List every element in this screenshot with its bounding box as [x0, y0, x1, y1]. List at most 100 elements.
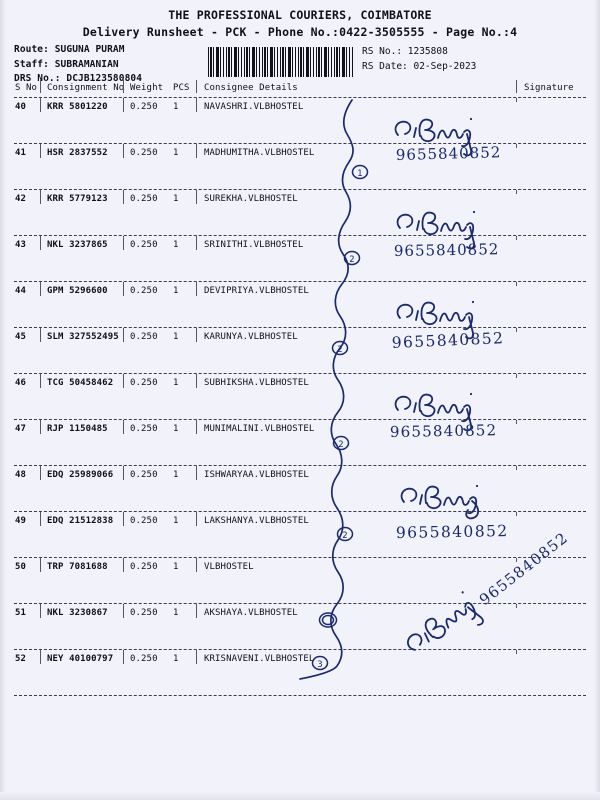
- cell-signature: [516, 558, 586, 562]
- cell-pcs: 1: [173, 608, 179, 618]
- cell-consignment-no: SLM 327552495: [40, 328, 123, 342]
- cell-sno: 43: [15, 240, 27, 250]
- route-field: Route: SUGUNA PURAM: [14, 44, 125, 55]
- cell-weight: 0.250: [123, 374, 163, 388]
- cell-consignment-no: EDQ 25989066: [40, 466, 123, 480]
- cell-consignee: AKSHAYA.VLBHOSTEL: [196, 604, 516, 618]
- cell-weight: 0.250: [123, 466, 163, 480]
- cell-sno: 44: [15, 286, 27, 296]
- cell-consignee: DEVIPRIYA.VLBHOSTEL: [196, 282, 516, 296]
- cell-pcs: 1: [173, 562, 179, 572]
- scan-edge-left: [0, 0, 6, 800]
- cell-sno: 42: [15, 194, 27, 204]
- cell-weight: 0.250: [123, 328, 163, 342]
- cell-sno: 47: [15, 424, 27, 434]
- cell-consignment-no: GPM 5296600: [40, 282, 123, 296]
- cell-weight: 0.250: [123, 282, 163, 296]
- cell-pcs: 1: [173, 240, 179, 250]
- table-row: 47 RJP 1150485 0.250 1 MUNIMALINI.VLBHOSTEL: [14, 420, 586, 466]
- cell-signature: [516, 190, 586, 194]
- scan-edge-bottom: [0, 792, 600, 800]
- cell-weight: 0.250: [123, 558, 163, 572]
- table-row: 44 GPM 5296600 0.250 1 DEVIPRIYA.VLBHOSTEL: [14, 282, 586, 328]
- cell-consignment-no: KRR 5779123: [40, 190, 123, 204]
- table-row: 45 SLM 327552495 0.250 1 KARUNYA.VLBHOSTEL: [14, 328, 586, 374]
- cell-sno: 51: [15, 608, 27, 618]
- meta-left-block: Route: SUGUNA PURAM Staff: SUBRAMANIAN D…: [14, 43, 142, 87]
- document-header: THE PROFESSIONAL COURIERS, COIMBATORE De…: [0, 0, 600, 93]
- cell-weight: 0.250: [123, 98, 163, 112]
- cell-signature: [516, 604, 586, 608]
- table-header-row: S No Consignment No Weight PCS Consignee…: [14, 80, 586, 98]
- cell-consignee: SRINITHI.VLBHOSTEL: [196, 236, 516, 250]
- cell-signature: [516, 236, 586, 240]
- cell-consignment-no: TRP 7081688: [40, 558, 123, 572]
- cell-pcs: 1: [173, 516, 179, 526]
- table-row: 46 TCG 50458462 0.250 1 SUBHIKSHA.VLBHOSTEL: [14, 374, 586, 420]
- cell-consignee: LAKSHANYA.VLBHOSTEL: [196, 512, 516, 526]
- column-header-pcs: PCS: [173, 83, 190, 93]
- column-header-signature: Signature: [516, 80, 586, 93]
- cell-weight: 0.250: [123, 144, 163, 158]
- cell-consignee: VLBHOSTEL: [196, 558, 516, 572]
- cell-consignment-no: NKL 3230867: [40, 604, 123, 618]
- cell-consignee: ISHWARYAA.VLBHOSTEL: [196, 466, 516, 480]
- column-header-consignee: Consignee Details: [196, 80, 516, 93]
- table-row: 52 NEY 40100797 0.250 1 KRISNAVENI.VLBHOSTEL: [14, 650, 586, 696]
- cell-consignment-no: TCG 50458462: [40, 374, 123, 388]
- table-row: 49 EDQ 21512838 0.250 1 LAKSHANYA.VLBHOSTEL: [14, 512, 586, 558]
- cell-weight: 0.250: [123, 190, 163, 204]
- column-header-sno: S No: [15, 83, 38, 93]
- cell-signature: [516, 328, 586, 332]
- document-subtitle: Delivery Runsheet - PCK - Phone No.:0422…: [82, 25, 518, 39]
- cell-weight: 0.250: [123, 604, 163, 618]
- cell-pcs: 1: [173, 148, 179, 158]
- cell-signature: [516, 650, 586, 654]
- cell-signature: [516, 282, 586, 286]
- cell-consignment-no: KRR 5801220: [40, 98, 123, 112]
- cell-sno: 48: [15, 470, 27, 480]
- cell-sno: 45: [15, 332, 27, 342]
- cell-sno: 50: [15, 562, 27, 572]
- cell-pcs: 1: [173, 194, 179, 204]
- table-row: 43 NKL 3237865 0.250 1 SRINITHI.VLBHOSTEL: [14, 236, 586, 282]
- rs-date-field: RS Date: 02-Sep-2023: [362, 60, 477, 72]
- cell-sno: 46: [15, 378, 27, 388]
- cell-consignee: MUNIMALINI.VLBHOSTEL: [196, 420, 516, 434]
- table-row: 40 KRR 5801220 0.250 1 NAVASHRI.VLBHOSTEL: [14, 98, 586, 144]
- cell-sno: 40: [15, 102, 27, 112]
- cell-consignment-no: RJP 1150485: [40, 420, 123, 434]
- column-header-weight: Weight: [123, 80, 163, 93]
- staff-field: Staff: SUBRAMANIAN: [14, 58, 119, 70]
- table-row: 48 EDQ 25989066 0.250 1 ISHWARYAA.VLBHOSTEL: [14, 466, 586, 512]
- barcode: [208, 47, 353, 77]
- cell-consignment-no: NKL 3237865: [40, 236, 123, 250]
- table-row: 51 NKL 3230867 0.250 1 AKSHAYA.VLBHOSTEL: [14, 604, 586, 650]
- cell-signature: [516, 466, 586, 470]
- cell-consignee: SUREKHA.VLBHOSTEL: [196, 190, 516, 204]
- cell-signature: [516, 420, 586, 424]
- rs-no-field: RS No.: 1235808: [362, 46, 448, 57]
- cell-pcs: 1: [173, 102, 179, 112]
- meta-right-block: RS No.: 1235808 RS Date: 02-Sep-2023: [362, 45, 476, 74]
- cell-pcs: 1: [173, 424, 179, 434]
- cell-consignee: SUBHIKSHA.VLBHOSTEL: [196, 374, 516, 388]
- runsheet-table: S No Consignment No Weight PCS Consignee…: [14, 80, 586, 696]
- header-meta-area: Route: SUGUNA PURAM Staff: SUBRAMANIAN D…: [0, 43, 600, 93]
- cell-pcs: 1: [173, 332, 179, 342]
- cell-weight: 0.250: [123, 650, 163, 664]
- company-title: THE PROFESSIONAL COURIERS, COIMBATORE: [168, 8, 432, 22]
- cell-signature: [516, 512, 586, 516]
- cell-consignment-no: EDQ 21512838: [40, 512, 123, 526]
- cell-consignment-no: NEY 40100797: [40, 650, 123, 664]
- cell-weight: 0.250: [123, 512, 163, 526]
- drs-no-field: DRS No.: DCJB123580804: [14, 73, 143, 84]
- cell-consignee: NAVASHRI.VLBHOSTEL: [196, 98, 516, 112]
- table-row: 50 TRP 7081688 0.250 1 VLBHOSTEL: [14, 558, 586, 604]
- cell-sno: 52: [15, 654, 27, 664]
- cell-pcs: 1: [173, 470, 179, 480]
- column-header-consignment: Consignment No: [40, 80, 123, 93]
- cell-sno: 49: [15, 516, 27, 526]
- cell-consignee: KRISNAVENI.VLBHOSTEL: [196, 650, 516, 664]
